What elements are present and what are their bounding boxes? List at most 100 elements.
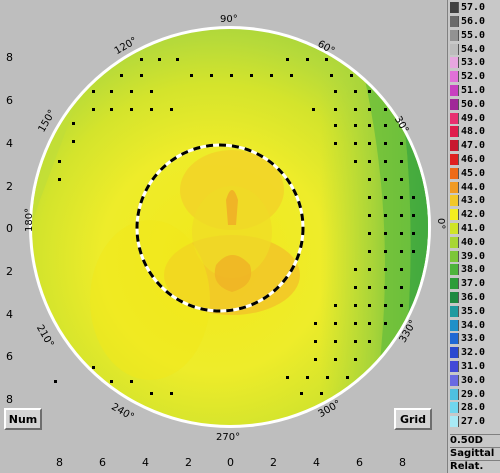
scale-type-label[interactable]: Relat. [450,460,500,473]
scale-value: 40.0 [461,236,486,248]
scale-value: 49.0 [461,112,486,124]
scale-value: 56.0 [461,16,486,28]
y-tick: 4 [6,137,13,150]
scale-value: 39.0 [461,250,486,262]
scale-swatch [450,416,459,428]
scale-row: 49.0 [450,112,500,124]
scale-value: 51.0 [461,85,486,97]
x-tick: 2 [185,456,192,469]
y-tick: 4 [6,308,13,321]
scale-row: 52.0 [450,71,500,83]
scale-value: 48.0 [461,126,486,138]
scale-value: 29.0 [461,388,486,400]
scale-swatch [450,71,459,83]
scale-value: 53.0 [461,57,486,69]
scale-value: 45.0 [461,167,486,179]
y-tick: 8 [6,51,13,64]
scale-row: 33.0 [450,333,500,345]
scale-value: 30.0 [461,374,486,386]
scale-swatch [450,374,459,386]
scale-swatch [450,333,459,345]
scale-row: 29.0 [450,388,500,400]
scale-row: 43.0 [450,195,500,207]
y-axis-ticks: 8 6 4 2 0 2 4 6 8 [6,51,13,406]
grid-button[interactable]: Grid [394,408,432,430]
scale-row: 36.0 [450,292,500,304]
scale-mode-label[interactable]: Sagittal [450,447,500,460]
scale-swatch [450,85,459,97]
topography-map: 8 6 4 2 0 2 4 6 8 8 6 4 2 0 2 4 6 8 [6,14,446,469]
scale-value: 33.0 [461,333,486,345]
scale-row: 30.0 [450,374,500,387]
scale-swatch [450,402,459,414]
scale-value: 31.0 [461,361,486,373]
scale-swatch [450,347,459,359]
scale-swatch [450,278,459,290]
scale-swatch [450,209,459,221]
scale-swatch [450,292,459,304]
scale-value: 44.0 [461,181,486,193]
x-tick: 4 [313,456,320,469]
x-tick: 8 [56,456,63,469]
topography-map-panel: 8 6 4 2 0 2 4 6 8 8 6 4 2 0 2 4 6 8 [4,14,446,469]
scale-swatch [450,16,459,28]
x-tick: 6 [356,456,363,469]
scale-row: 31.0 [450,361,500,373]
scale-swatch [450,57,459,69]
x-tick: 2 [270,456,277,469]
scale-row: 40.0 [450,236,500,249]
scale-swatch [450,154,459,166]
scale-row: 50.0 [450,98,500,111]
scale-value: 37.0 [461,278,486,290]
y-tick: 2 [6,180,13,193]
scale-value: 47.0 [461,140,486,152]
scale-row: 51.0 [450,85,500,97]
scale-swatch [450,140,459,152]
scale-value: 41.0 [461,223,486,235]
scale-row: 41.0 [450,223,500,235]
scale-value: 55.0 [461,29,486,41]
scale-row: 27.0 [450,416,500,428]
y-tick: 6 [6,350,13,363]
scale-value: 52.0 [461,71,486,83]
scale-row: 47.0 [450,140,500,152]
scale-swatch [450,388,459,400]
scale-value: 43.0 [461,195,486,207]
scale-value: 34.0 [461,319,486,331]
y-tick: 8 [6,393,13,406]
scale-value: 38.0 [461,264,486,276]
scale-row: 46.0 [450,154,500,166]
angle-label-270: 270° [216,432,240,443]
scale-value: 36.0 [461,292,486,304]
angle-label-90: 90° [220,14,238,25]
scale-value: 32.0 [461,347,486,359]
scale-row: 53.0 [450,57,500,69]
scale-swatch [450,236,459,248]
scale-value: 28.0 [461,402,486,414]
scale-row: 55.0 [450,29,500,42]
x-axis-ticks: 8 6 4 2 0 2 4 6 8 [56,456,406,469]
scale-row: 42.0 [450,209,500,221]
pupil-outline-dashes [135,143,305,313]
scale-row: 37.0 [450,278,500,290]
scale-row: 54.0 [450,43,500,55]
scale-value: 46.0 [461,154,486,166]
x-tick: 8 [399,456,406,469]
scale-swatch [450,126,459,138]
scale-swatch [450,250,459,262]
scale-step-label: 0.50D [450,434,500,447]
scale-swatch [450,181,459,193]
scale-swatch [450,167,459,179]
x-tick: 6 [99,456,106,469]
scale-swatch [450,305,459,317]
y-tick: 2 [6,265,13,278]
num-button[interactable]: Num [4,408,42,430]
x-tick: 4 [142,456,149,469]
scale-swatch [450,98,459,110]
scale-swatch [450,264,459,276]
angle-label-210: 210° [34,323,56,349]
scale-row: 45.0 [450,167,500,180]
scale-value: 42.0 [461,209,486,221]
scale-value: 54.0 [461,43,486,55]
y-tick: 6 [6,94,13,107]
